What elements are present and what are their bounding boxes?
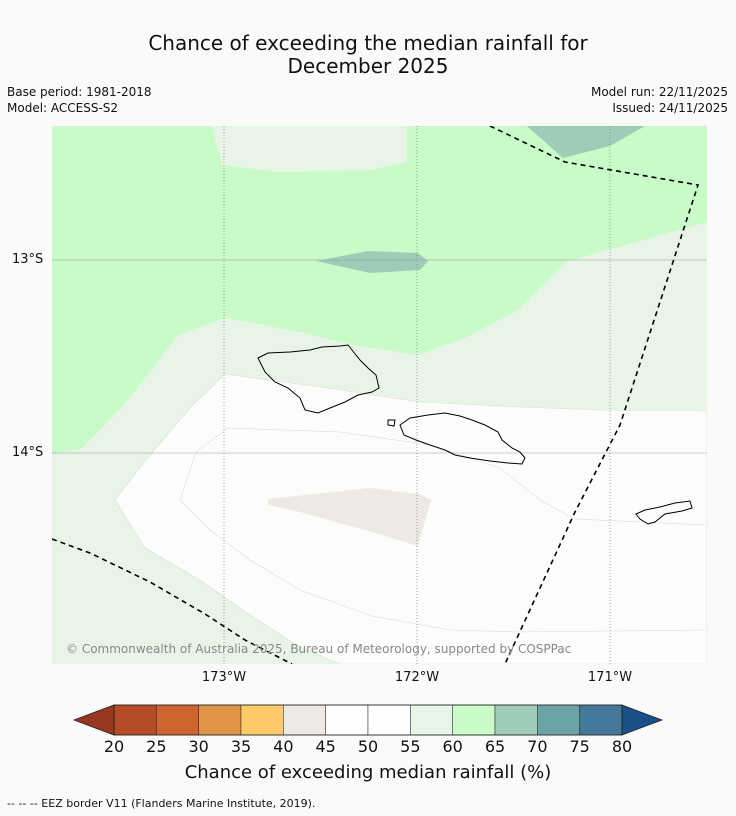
colorbar-cell-20-25 bbox=[113, 704, 157, 736]
colorbar-cell-75-80 bbox=[579, 704, 623, 736]
colorbar-cell-35-40 bbox=[240, 704, 284, 736]
colorbar-tick-65: 65 bbox=[484, 737, 506, 756]
colorbar-tick-45: 45 bbox=[315, 737, 336, 756]
colorbar-label: Chance of exceeding median rainfall (%) bbox=[184, 762, 552, 783]
band-65-70-top bbox=[527, 126, 645, 158]
base-period: Base period: 1981-2018 bbox=[7, 85, 152, 99]
band-65-70-mid bbox=[316, 251, 428, 273]
chart-title-line2: December 2025 bbox=[287, 54, 449, 78]
colorbar-tick-50: 50 bbox=[357, 737, 379, 756]
band-50-55-inner bbox=[179, 427, 707, 633]
band-40-45 bbox=[268, 488, 431, 546]
eez-legend-note: -- -- -- EEZ border V11 (Flanders Marine… bbox=[7, 797, 316, 810]
model-name: Model: ACCESS-S2 bbox=[7, 101, 119, 115]
lat-label-13s: 13°S bbox=[12, 252, 44, 267]
colorbar-cell-25-30 bbox=[156, 704, 199, 736]
manono-islet-outline bbox=[387, 419, 396, 427]
colorbar-cell-65-70 bbox=[494, 704, 538, 736]
colorbar-cell-50-55 bbox=[367, 704, 411, 736]
colorbar-cell-55-60 bbox=[410, 704, 453, 736]
colorbar-tick-80: 80 bbox=[611, 737, 633, 756]
colorbar-tick-35: 35 bbox=[230, 737, 252, 756]
copyright-notice: © Commonwealth of Australia 2025, Bureau… bbox=[66, 642, 572, 656]
colorbar-cell-30-35 bbox=[198, 704, 242, 736]
band-60-65 bbox=[52, 126, 707, 455]
lon-label-173w: 173°W bbox=[201, 670, 247, 685]
colorbar-cell-60-65 bbox=[452, 704, 496, 736]
savaii-island-outline bbox=[257, 344, 380, 414]
colorbar-low-extension bbox=[72, 704, 115, 736]
colorbar-cell-45-50 bbox=[325, 704, 369, 736]
eez-border bbox=[52, 126, 700, 664]
tutuila-island-outline bbox=[635, 500, 693, 525]
colorbar bbox=[72, 704, 664, 736]
colorbar-tick-75: 75 bbox=[569, 737, 590, 756]
colorbar-tick-20: 20 bbox=[103, 737, 125, 756]
lon-label-171w: 171°W bbox=[587, 670, 633, 685]
colorbar-tick-55: 55 bbox=[400, 737, 421, 756]
colorbar-tick-30: 30 bbox=[188, 737, 209, 756]
lon-label-172w: 172°W bbox=[394, 670, 440, 685]
model-run: Model run: 22/11/2025 bbox=[590, 85, 728, 99]
colorbar-high-extension bbox=[621, 704, 664, 736]
colorbar-cell-70-75 bbox=[537, 704, 580, 736]
band-55-60-upper bbox=[212, 126, 407, 172]
colorbar-tick-25: 25 bbox=[146, 737, 167, 756]
issued-date: Issued: 24/11/2025 bbox=[612, 101, 728, 115]
colorbar-tick-70: 70 bbox=[527, 737, 548, 756]
chart-title-line1: Chance of exceeding the median rainfall … bbox=[148, 31, 588, 55]
rainfall-map bbox=[52, 126, 707, 664]
latitude-lines bbox=[52, 259, 707, 454]
upolu-island-outline bbox=[399, 412, 526, 465]
colorbar-cell-40-45 bbox=[283, 704, 326, 736]
lat-label-14s: 14°S bbox=[12, 445, 44, 460]
colorbar-tick-60: 60 bbox=[442, 737, 463, 756]
colorbar-tick-40: 40 bbox=[273, 737, 294, 756]
